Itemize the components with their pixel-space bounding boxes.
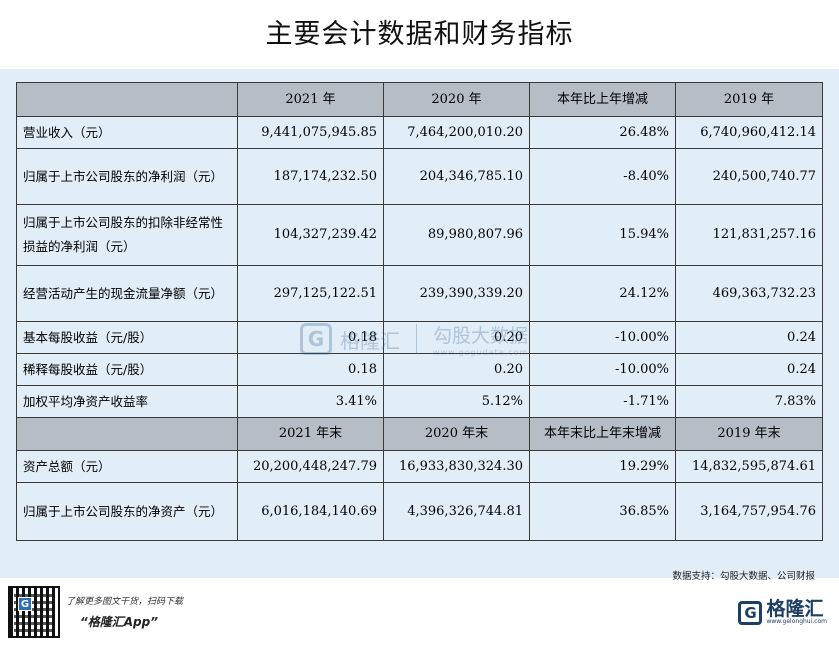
cell-2020: 0.20 — [383, 353, 530, 386]
subheader-2019: 2019 年末 — [675, 417, 823, 451]
table-row: 归属于上市公司股东的净利润（元） 187,174,232.50 204,346,… — [16, 148, 823, 205]
table-row: 资产总额（元） 20,200,448,247.79 16,933,830,324… — [16, 450, 823, 483]
row-label: 基本每股收益（元/股） — [16, 321, 238, 354]
cell-2021: 9,441,075,945.85 — [237, 116, 384, 149]
row-label: 营业收入（元） — [16, 116, 238, 149]
cell-2020: 5.12% — [383, 385, 530, 418]
cell-2020: 239,390,339.20 — [383, 265, 530, 322]
brand-logo: G 格隆汇 www.gelonghui.com — [738, 600, 827, 625]
row-label: 归属于上市公司股东的扣除非经常性损益的净利润（元） — [16, 204, 238, 266]
row-label: 经营活动产生的现金流量净额（元） — [16, 265, 238, 322]
row-label: 归属于上市公司股东的净利润（元） — [16, 148, 238, 205]
brand-name: 格隆汇 — [766, 598, 824, 620]
header-2021: 2021 年 — [237, 82, 384, 117]
row-label: 加权平均净资产收益率 — [16, 385, 238, 418]
watermark-sub: 勾股大数据 www.gogudata.com — [433, 321, 528, 357]
header-change: 本年比上年增减 — [529, 82, 676, 117]
watermark-brand: 格隆汇 — [340, 328, 400, 353]
cell-2021: 0.18 — [237, 353, 384, 386]
watermark-logo-icon: G — [300, 323, 332, 355]
cell-2020: 204,346,785.10 — [383, 148, 530, 205]
cell-change: -1.71% — [529, 385, 676, 418]
cell-change: 15.94% — [529, 204, 676, 266]
cell-change: 24.12% — [529, 265, 676, 322]
cell-2021: 297,125,122.51 — [237, 265, 384, 322]
app-name: “格隆汇App” — [80, 615, 158, 629]
row-label: 资产总额（元） — [16, 450, 238, 483]
cell-2021: 3.41% — [237, 385, 384, 418]
table-row: 归属于上市公司股东的净资产（元） 6,016,184,140.69 4,396,… — [16, 482, 823, 541]
cell-change: 36.85% — [529, 482, 676, 541]
watermark: G 格隆汇 勾股大数据 www.gogudata.com — [300, 321, 528, 357]
watermark-sub-url: www.gogudata.com — [433, 348, 529, 357]
cell-2021: 6,016,184,140.69 — [237, 482, 384, 541]
row-label: 归属于上市公司股东的净资产（元） — [16, 482, 238, 541]
cell-2019: 7.83% — [675, 385, 823, 418]
table-panel: 2021 年 2020 年 本年比上年增减 2019 年 营业收入（元） 9,4… — [0, 69, 839, 578]
cell-2020: 4,396,326,744.81 — [383, 482, 530, 541]
row-label: 稀释每股收益（元/股） — [16, 353, 238, 386]
cell-change: -10.00% — [529, 321, 676, 354]
header-2019: 2019 年 — [675, 82, 823, 117]
source-note: 数据支持：勾股大数据、公司财报 — [672, 571, 815, 582]
cell-2019: 469,363,732.23 — [675, 265, 823, 322]
table-row: 归属于上市公司股东的扣除非经常性损益的净利润（元） 104,327,239.42… — [16, 204, 823, 266]
table-row: 营业收入（元） 9,441,075,945.85 7,464,200,010.2… — [16, 116, 823, 149]
cell-2019: 0.24 — [675, 321, 823, 354]
cell-change: -10.00% — [529, 353, 676, 386]
brand-logo-icon: G — [738, 600, 763, 625]
cell-2019: 0.24 — [675, 353, 823, 386]
qr-badge-icon: G — [18, 597, 32, 611]
subheader-2021: 2021 年末 — [237, 417, 384, 451]
cell-change: -8.40% — [529, 148, 676, 205]
table-row: 经营活动产生的现金流量净额（元） 297,125,122.51 239,390,… — [16, 265, 823, 322]
cell-2021: 20,200,448,247.79 — [237, 450, 384, 483]
table-subheader-row: 2021 年末 2020 年末 本年末比上年末增减 2019 年末 — [16, 417, 823, 451]
watermark-divider — [416, 324, 417, 354]
table-header-row: 2021 年 2020 年 本年比上年增减 2019 年 — [16, 82, 823, 117]
watermark-sub-brand: 勾股大数据 — [433, 325, 529, 347]
header-blank-cell — [16, 82, 238, 117]
table-row: 加权平均净资产收益率 3.41% 5.12% -1.71% 7.83% — [16, 385, 823, 418]
qr-code-icon[interactable] — [8, 586, 60, 638]
cell-2020: 89,980,807.96 — [383, 204, 530, 266]
cell-2020: 16,933,830,324.30 — [383, 450, 530, 483]
cell-2021: 0.18 — [237, 321, 384, 354]
brand-url: www.gelonghui.com — [766, 618, 827, 625]
cell-2019: 6,740,960,412.14 — [675, 116, 823, 149]
table-row: 稀释每股收益（元/股） 0.18 0.20 -10.00% 0.24 — [16, 353, 823, 386]
cell-2019: 14,832,595,874.61 — [675, 450, 823, 483]
subheader-blank-cell — [16, 417, 238, 451]
cell-2020: 7,464,200,010.20 — [383, 116, 530, 149]
cell-change: 26.48% — [529, 116, 676, 149]
table-row: 基本每股收益（元/股） 0.18 0.20 -10.00% 0.24 — [16, 321, 823, 354]
cell-2019: 240,500,740.77 — [675, 148, 823, 205]
promo-text: 了解更多图文干货，扫码下载 — [66, 597, 184, 607]
footer: G 了解更多图文干货，扫码下载 “格隆汇App” G 格隆汇 www.gelon… — [0, 580, 839, 645]
financial-table: 2021 年 2020 年 本年比上年增减 2019 年 营业收入（元） 9,4… — [16, 82, 823, 541]
cell-2021: 104,327,239.42 — [237, 204, 384, 266]
cell-2021: 187,174,232.50 — [237, 148, 384, 205]
header-2020: 2020 年 — [383, 82, 530, 117]
cell-2019: 3,164,757,954.76 — [675, 482, 823, 541]
cell-2019: 121,831,257.16 — [675, 204, 823, 266]
subheader-change: 本年末比上年末增减 — [529, 417, 676, 451]
subheader-2020: 2020 年末 — [383, 417, 530, 451]
page-title: 主要会计数据和财务指标 — [265, 19, 574, 50]
cell-change: 19.29% — [529, 450, 676, 483]
